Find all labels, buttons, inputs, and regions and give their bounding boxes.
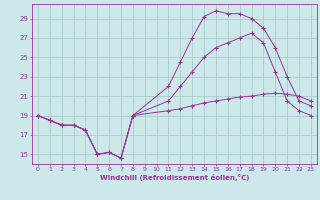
X-axis label: Windchill (Refroidissement éolien,°C): Windchill (Refroidissement éolien,°C) <box>100 174 249 181</box>
